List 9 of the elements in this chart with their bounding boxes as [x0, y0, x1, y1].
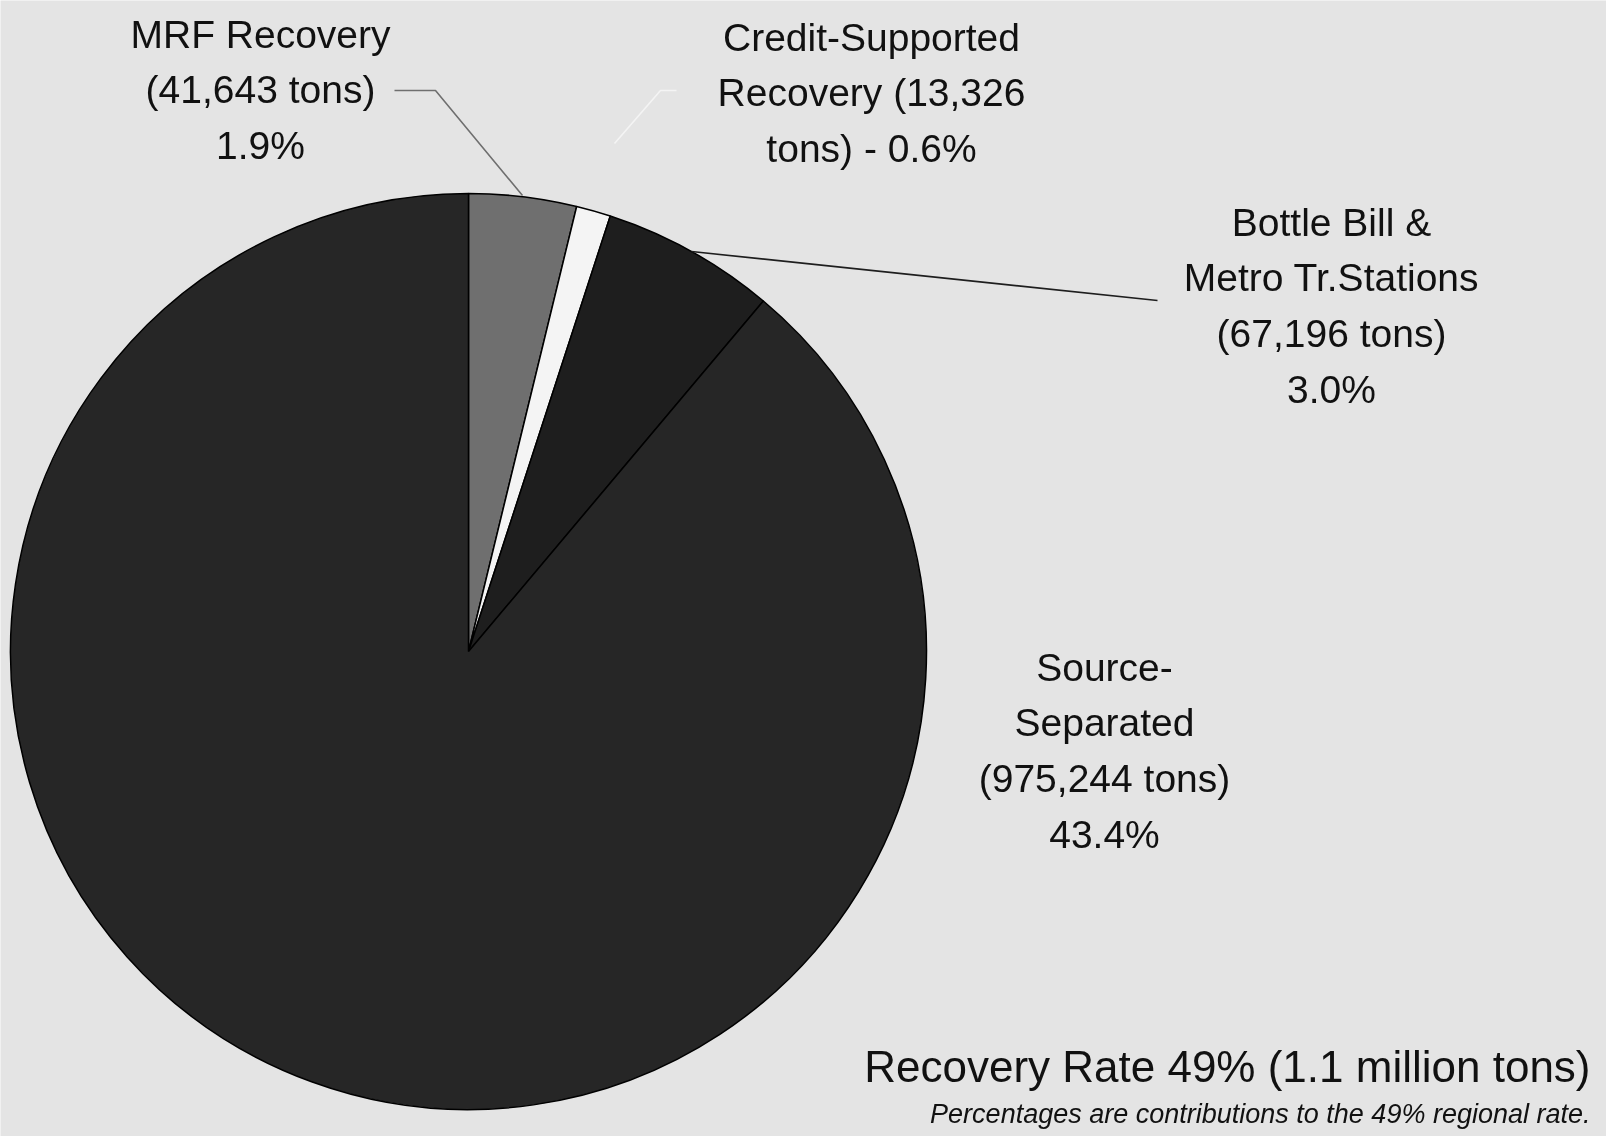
text: Percentages are contributions to the 49% regional rate. [930, 1098, 1591, 1129]
data-label: (41,643 tons) 1.9% [145, 68, 376, 168]
slice-label: Source-Separated [1014, 645, 1195, 745]
slice-label: MRF Recovery [130, 12, 392, 56]
slice-label: Bottle Bill & Metro Tr.Stations [1183, 200, 1479, 300]
text: Recovery Rate 49% (1.1 million tons) [864, 1041, 1591, 1091]
data-label: (67,196 tons) 3.0% [1216, 312, 1447, 412]
legend-label: Credit-Supported Recovery (13,326 tons) - 0.6% [717, 15, 1026, 171]
data-label: (975,244 tons) 43.4% [978, 757, 1231, 857]
